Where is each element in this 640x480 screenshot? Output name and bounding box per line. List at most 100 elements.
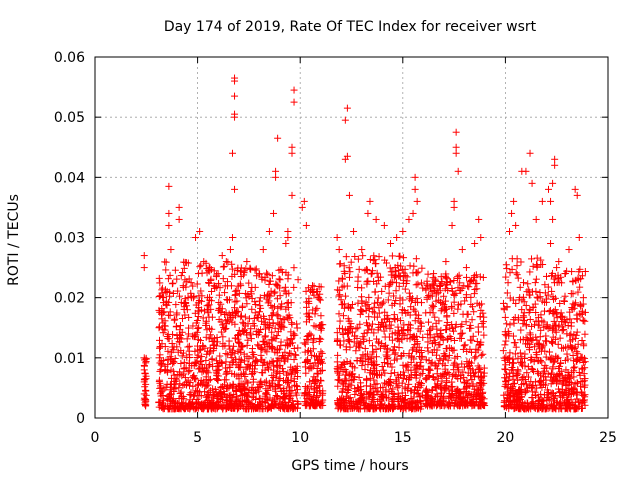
data-point	[175, 384, 183, 392]
data-point	[175, 215, 183, 223]
data-point	[180, 370, 188, 378]
data-point	[372, 215, 380, 223]
data-point	[276, 362, 284, 370]
data-point	[292, 351, 300, 359]
y-tick-label: 0.02	[54, 291, 85, 307]
data-point	[272, 373, 280, 381]
data-point	[290, 283, 298, 291]
data-point	[317, 283, 325, 291]
data-point	[531, 279, 539, 287]
data-point	[235, 326, 243, 334]
data-point	[216, 358, 224, 366]
data-point	[301, 340, 309, 348]
data-point	[258, 345, 266, 353]
data-point	[573, 191, 581, 199]
data-point	[189, 382, 197, 390]
data-point	[517, 326, 525, 334]
data-point	[237, 313, 245, 321]
data-point	[193, 342, 201, 350]
y-tick-label: 0.06	[54, 50, 85, 66]
data-point	[561, 292, 569, 300]
data-point	[159, 309, 167, 317]
data-point	[393, 383, 401, 391]
data-point	[215, 315, 223, 323]
data-point	[164, 330, 172, 338]
data-point	[538, 197, 546, 205]
data-point	[520, 279, 528, 287]
data-point	[335, 246, 343, 254]
data-point	[210, 335, 218, 343]
data-point	[160, 299, 168, 307]
data-point	[168, 339, 176, 347]
data-point	[300, 197, 308, 205]
data-point	[301, 383, 309, 391]
data-point	[425, 366, 433, 374]
data-point	[237, 312, 245, 320]
data-point	[314, 398, 322, 406]
data-point	[303, 303, 311, 311]
data-point	[280, 394, 288, 402]
data-point	[362, 306, 370, 314]
data-point	[355, 265, 363, 273]
data-point	[285, 289, 293, 297]
data-point	[358, 362, 366, 370]
data-point	[184, 343, 192, 351]
data-point	[288, 149, 296, 157]
data-point	[218, 252, 226, 260]
data-point	[185, 313, 193, 321]
data-point	[411, 307, 419, 315]
data-point	[526, 268, 534, 276]
data-point	[450, 203, 458, 211]
data-point	[301, 348, 309, 356]
data-point	[476, 364, 484, 372]
data-point	[337, 341, 345, 349]
data-point	[219, 275, 227, 283]
data-point	[305, 365, 313, 373]
y-tick-label: 0	[76, 411, 85, 427]
data-point	[270, 366, 278, 374]
data-point	[239, 318, 247, 326]
chart-title: Day 174 of 2019, Rate Of TEC Index for r…	[164, 19, 537, 35]
data-point	[176, 389, 184, 397]
data-point	[442, 258, 450, 266]
data-point	[257, 377, 265, 385]
data-point	[223, 282, 231, 290]
data-point	[414, 280, 422, 288]
data-point	[273, 311, 281, 319]
x-tick-label: 10	[291, 430, 309, 446]
data-point	[307, 399, 315, 407]
data-point	[165, 209, 173, 217]
data-point	[202, 333, 210, 341]
data-point	[302, 318, 310, 326]
data-point	[217, 328, 225, 336]
data-point	[285, 405, 293, 413]
data-point	[202, 317, 210, 325]
data-point	[155, 274, 163, 282]
data-point	[170, 358, 178, 366]
y-tick-label: 0.04	[54, 170, 85, 186]
data-point	[290, 375, 298, 383]
data-point	[237, 380, 245, 388]
data-point	[533, 254, 541, 262]
data-point	[246, 331, 254, 339]
data-point	[419, 333, 427, 341]
data-point	[304, 284, 312, 292]
data-point	[528, 255, 536, 263]
data-point	[385, 282, 393, 290]
data-point	[547, 197, 555, 205]
data-point	[161, 362, 169, 370]
y-tick-label: 0.03	[54, 231, 85, 247]
data-point	[173, 275, 181, 283]
data-point	[396, 273, 404, 281]
data-point	[528, 179, 536, 187]
data-point	[274, 282, 282, 290]
data-point	[448, 378, 456, 386]
data-point	[215, 366, 223, 374]
data-point	[387, 369, 395, 377]
data-point	[174, 287, 182, 295]
data-point	[142, 387, 150, 395]
data-point	[233, 307, 241, 315]
data-point	[194, 351, 202, 359]
data-point	[399, 227, 407, 235]
data-point	[287, 299, 295, 307]
